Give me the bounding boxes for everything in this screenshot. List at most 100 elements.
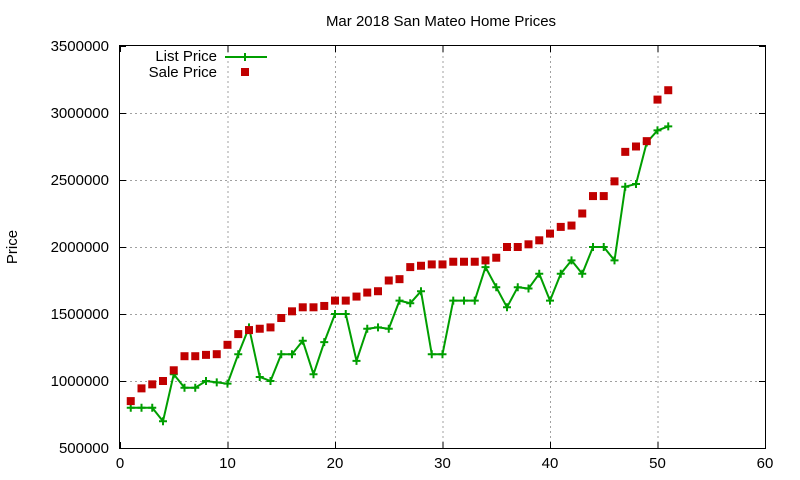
point-sale-price — [653, 95, 662, 104]
point-sale-price — [277, 314, 286, 323]
point-list-price — [223, 379, 232, 388]
point-sale-price — [642, 137, 651, 146]
point-sale-price — [363, 288, 372, 297]
y-tick-label: 1500000 — [51, 306, 109, 323]
point-list-price — [664, 122, 673, 131]
point-list-price — [148, 403, 157, 412]
point-list-price — [406, 299, 415, 308]
point-sale-price — [524, 240, 533, 249]
point-list-price — [309, 370, 318, 379]
x-tick-label: 0 — [116, 455, 124, 472]
point-sale-price — [341, 296, 350, 305]
point-list-price — [341, 310, 350, 318]
point-sale-price — [513, 243, 522, 251]
x-tick-label: 30 — [434, 455, 451, 472]
point-list-price — [159, 417, 167, 426]
legend: List Price Sale Price — [149, 48, 267, 81]
x-tick-label: 10 — [219, 455, 236, 472]
legend-marker-sale-price — [241, 68, 249, 76]
axis-ticks: 0 10 20 30 40 50 60 500000 1000000 1500000 2000000… — [51, 38, 774, 472]
point-sale-price — [449, 257, 458, 266]
point-list-price — [126, 403, 135, 412]
point-list-price — [492, 283, 501, 292]
point-list-price — [599, 243, 608, 251]
point-list-price — [589, 243, 597, 251]
point-sale-price — [427, 260, 436, 269]
point-list-price — [288, 350, 296, 359]
chart-title: Mar 2018 San Mateo Home Prices — [326, 13, 556, 30]
point-sale-price — [470, 257, 479, 266]
point-list-price — [212, 378, 221, 387]
point-sale-price — [664, 86, 673, 95]
point-sale-price — [492, 253, 501, 262]
point-list-price — [202, 377, 210, 385]
point-sale-price — [320, 301, 329, 310]
point-list-price — [567, 256, 576, 265]
point-sale-price — [503, 243, 511, 251]
point-sale-price — [234, 330, 243, 339]
series-layer — [126, 86, 673, 426]
point-sale-price — [255, 324, 264, 333]
point-sale-price — [126, 397, 135, 406]
point-list-price — [513, 283, 522, 292]
y-axis-label: Price — [4, 230, 21, 264]
point-sale-price — [481, 256, 490, 265]
point-list-price — [632, 180, 640, 189]
point-list-price — [460, 296, 468, 305]
point-list-price — [535, 269, 544, 278]
point-list-price — [417, 287, 425, 296]
point-list-price — [449, 296, 458, 305]
point-sale-price — [632, 142, 640, 151]
point-sale-price — [556, 222, 565, 231]
point-list-price — [470, 296, 479, 305]
y-tick-label: 500000 — [59, 440, 109, 457]
y-tick-label: 1000000 — [51, 373, 109, 390]
x-tick-label: 50 — [649, 455, 666, 472]
point-sale-price — [384, 276, 393, 285]
point-list-price — [352, 356, 361, 365]
point-sale-price — [266, 323, 275, 332]
point-sale-price — [180, 352, 189, 361]
point-sale-price — [621, 147, 630, 156]
point-sale-price — [331, 296, 339, 305]
point-sale-price — [191, 352, 200, 361]
point-list-price — [298, 336, 307, 345]
point-sale-price — [309, 303, 318, 312]
point-list-price — [277, 350, 286, 359]
point-list-price — [578, 269, 587, 278]
grid-lines — [120, 46, 765, 448]
legend-label-list-price: List Price — [155, 48, 217, 65]
point-list-price — [384, 324, 393, 333]
y-tick-label: 2000000 — [51, 239, 109, 256]
point-sale-price — [212, 350, 221, 359]
point-list-price — [610, 256, 619, 265]
legend-label-sale-price: Sale Price — [149, 64, 217, 81]
plot-frame — [119, 45, 766, 449]
point-list-price — [191, 383, 200, 392]
point-sale-price — [223, 340, 232, 349]
point-sale-price — [374, 287, 382, 296]
x-tick-label: 60 — [757, 455, 774, 472]
legend-marker-list-price — [241, 53, 249, 61]
point-sale-price — [169, 366, 178, 375]
series-line-list-price — [130, 125, 669, 423]
point-sale-price — [460, 257, 468, 266]
point-sale-price — [159, 377, 167, 385]
point-list-price — [503, 303, 511, 312]
point-list-price — [556, 269, 565, 278]
point-list-price — [621, 182, 630, 191]
point-list-price — [137, 403, 146, 412]
point-list-price — [546, 296, 554, 305]
y-tick-label: 3500000 — [51, 38, 109, 55]
point-sale-price — [298, 303, 307, 312]
point-list-price — [524, 284, 533, 293]
y-tick-label: 2500000 — [51, 172, 109, 189]
point-sale-price — [417, 261, 425, 270]
point-list-price — [363, 324, 372, 333]
point-sale-price — [352, 292, 361, 301]
point-sale-price — [610, 177, 619, 186]
point-sale-price — [589, 192, 597, 201]
point-list-price — [255, 372, 264, 381]
